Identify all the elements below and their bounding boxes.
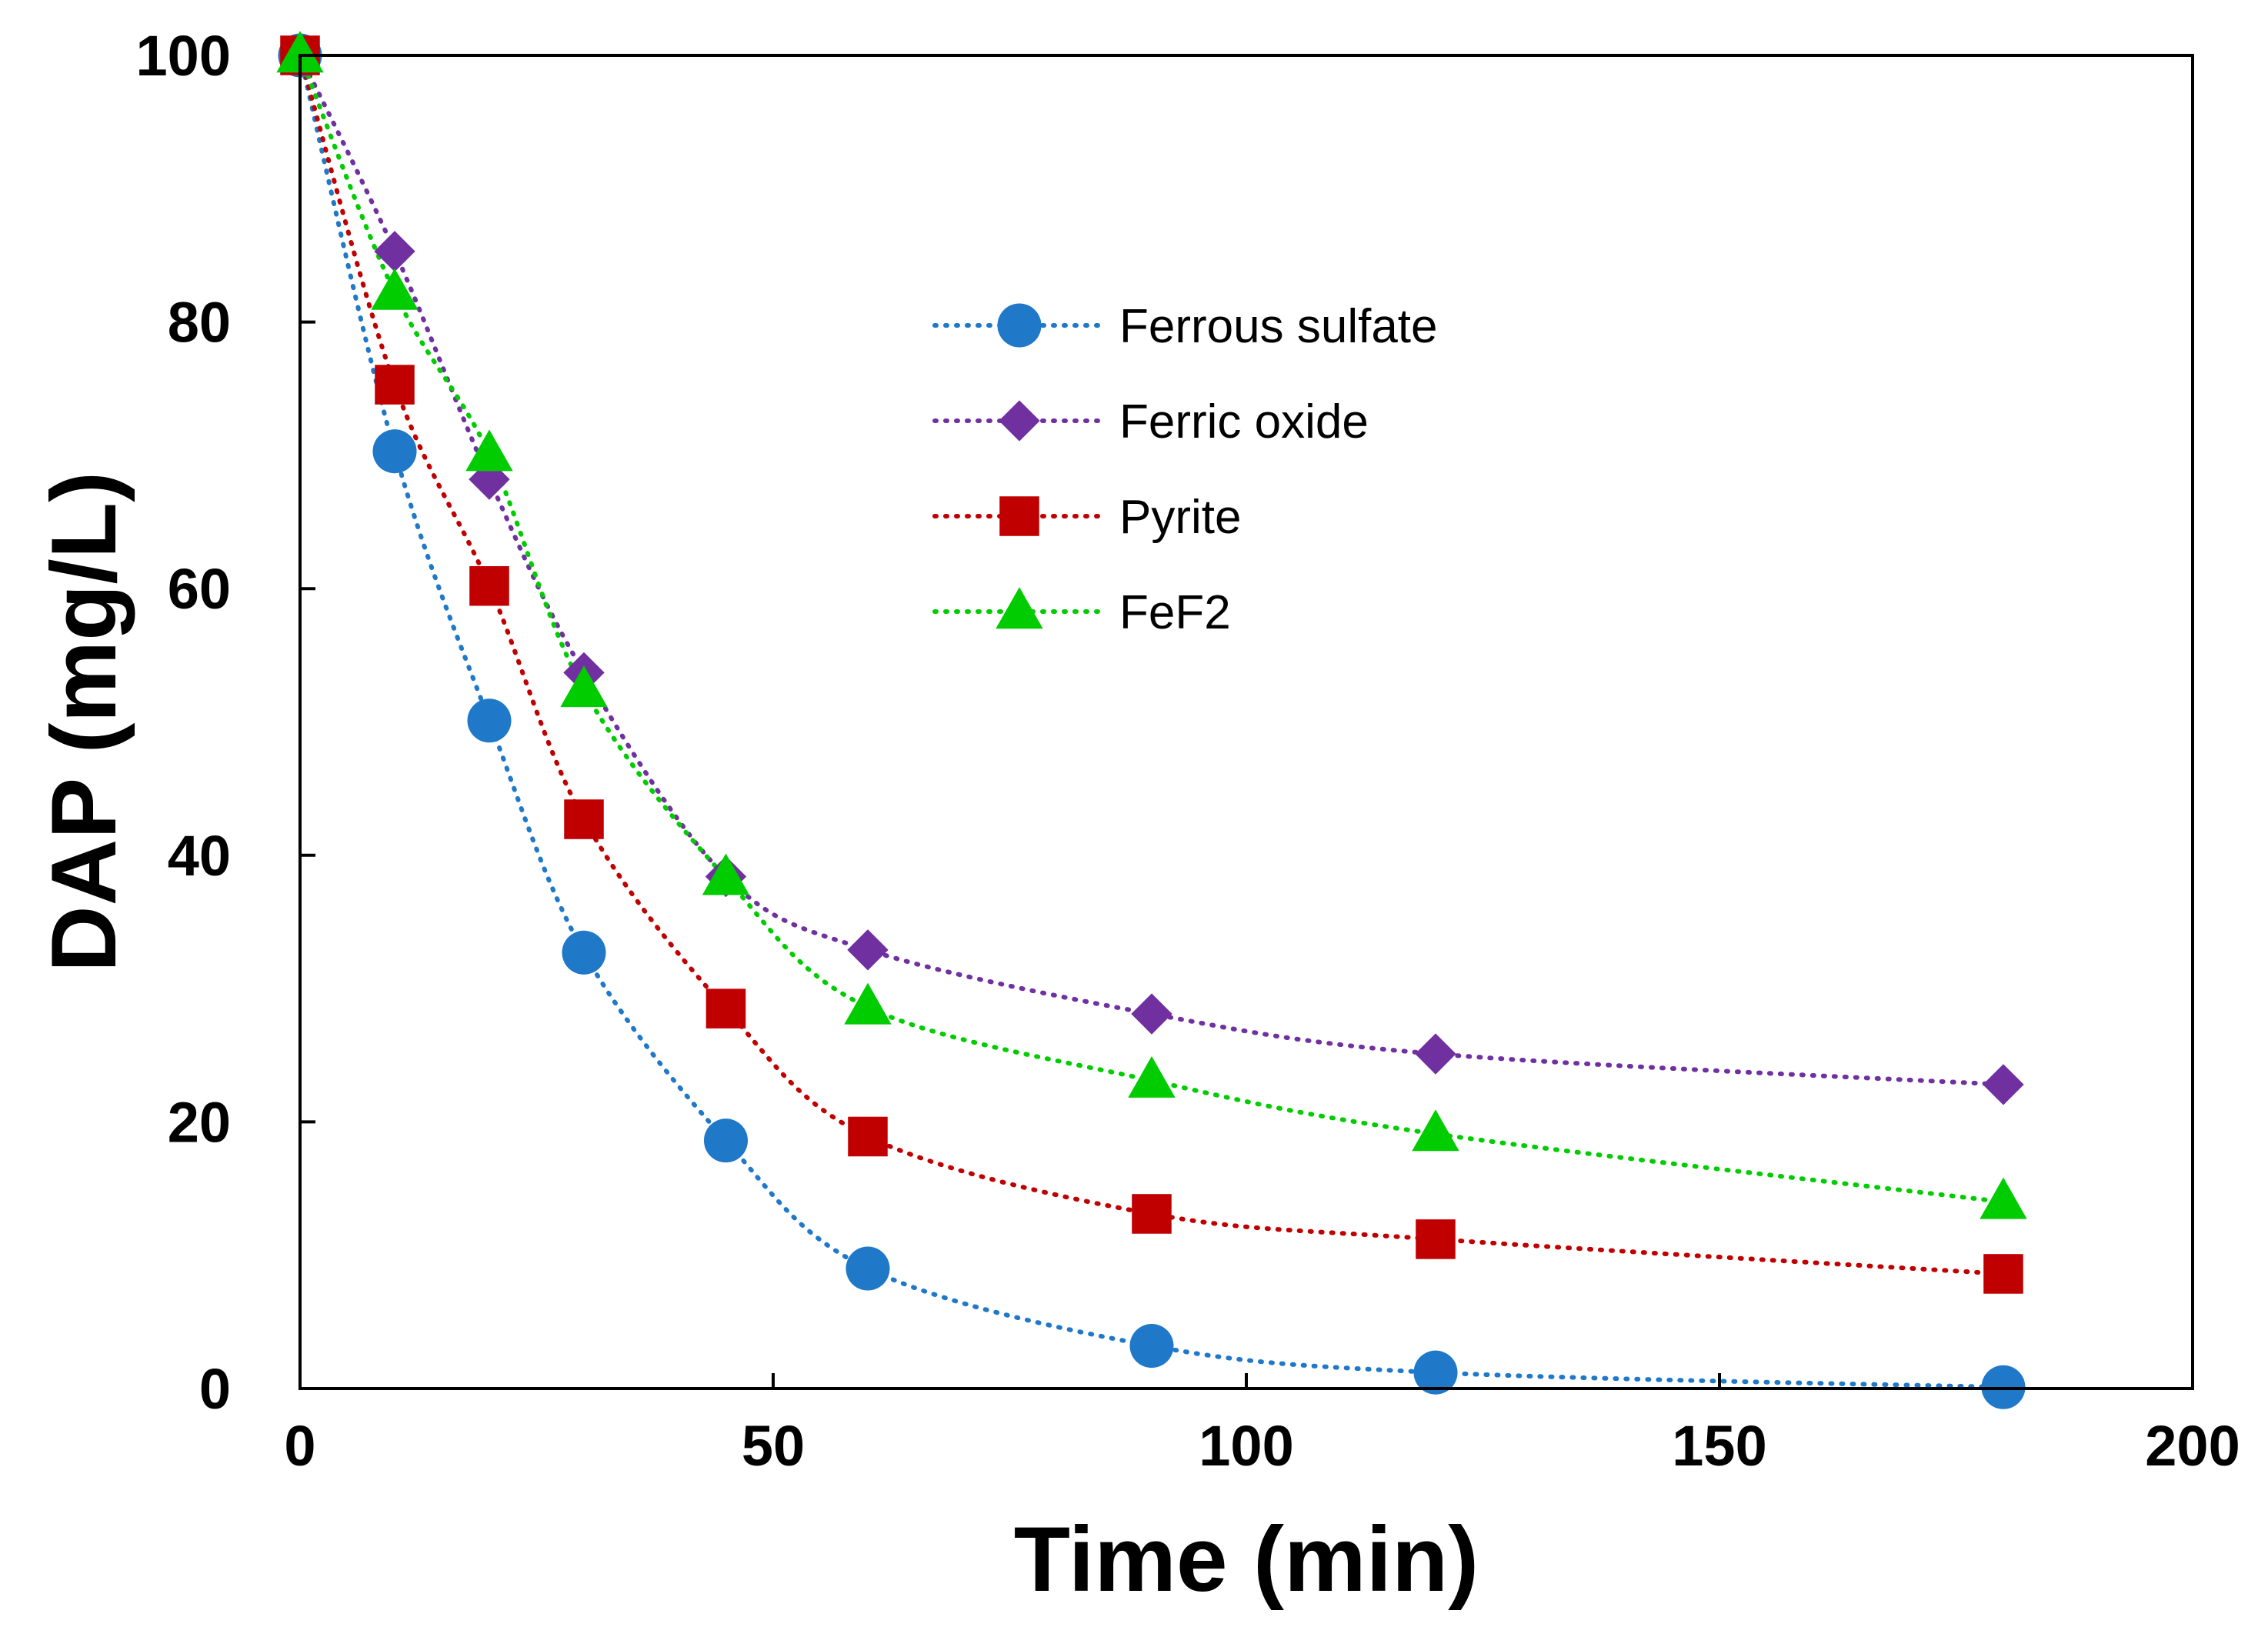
x-tick-labels: 0 50 100 150 200 bbox=[284, 1414, 2240, 1478]
series-markers-ferrous-sulfate bbox=[278, 33, 2026, 1409]
data-point-ferrous-sulfate bbox=[703, 1119, 749, 1163]
legend-item-pyrite: Pyrite bbox=[932, 491, 1241, 544]
data-point-pyrite bbox=[1416, 1219, 1456, 1259]
data-point-pyrite bbox=[564, 799, 604, 839]
x-axis-title: Time (min) bbox=[1014, 1508, 1479, 1611]
data-point-ferric-oxide bbox=[1415, 1033, 1456, 1075]
series-markers bbox=[276, 31, 2027, 1409]
data-point-fef2 bbox=[371, 268, 419, 310]
x-tick-label: 0 bbox=[284, 1414, 315, 1478]
y-axis-title: DAP (mg/L) bbox=[32, 472, 135, 972]
legend-label-fef2: FeF2 bbox=[1119, 586, 1231, 639]
data-point-ferrous-sulfate bbox=[845, 1246, 890, 1291]
data-point-fef2 bbox=[560, 665, 608, 708]
data-point-ferrous-sulfate bbox=[562, 930, 606, 975]
legend-marker-pyrite bbox=[999, 496, 1039, 536]
y-tick-label: 100 bbox=[136, 24, 231, 88]
x-tick-label: 200 bbox=[2145, 1414, 2240, 1478]
plot-area-frame bbox=[299, 54, 2194, 1390]
legend-item-ferric-oxide: Ferric oxide bbox=[932, 395, 1369, 448]
data-point-pyrite bbox=[848, 1116, 888, 1157]
y-tick-label: 80 bbox=[168, 291, 231, 355]
data-point-fef2 bbox=[702, 853, 750, 895]
legend-label-ferrous-sulfate: Ferrous sulfate bbox=[1119, 300, 1438, 353]
data-point-pyrite bbox=[1132, 1194, 1172, 1234]
legend-label-pyrite: Pyrite bbox=[1119, 491, 1241, 544]
data-point-ferric-oxide bbox=[847, 929, 889, 971]
x-tick-label: 150 bbox=[1672, 1414, 1766, 1478]
series-line-ferric-oxide bbox=[298, 53, 2006, 1087]
data-point-fef2 bbox=[1128, 1055, 1176, 1098]
series-markers-ferric-oxide bbox=[279, 35, 2024, 1105]
data-point-ferrous-sulfate bbox=[1129, 1324, 1174, 1369]
legend-label-ferric-oxide: Ferric oxide bbox=[1119, 395, 1369, 448]
series-markers-fef2 bbox=[276, 31, 2027, 1219]
data-point-fef2 bbox=[1979, 1177, 2027, 1219]
data-point-ferric-oxide bbox=[1983, 1064, 2024, 1105]
x-tick-label: 50 bbox=[742, 1414, 805, 1478]
data-point-fef2 bbox=[276, 31, 324, 73]
y-tick-label: 60 bbox=[168, 557, 231, 621]
legend-marker-ferric-oxide bbox=[999, 400, 1040, 442]
data-point-fef2 bbox=[844, 982, 892, 1025]
y-tick-label: 0 bbox=[199, 1357, 231, 1421]
data-point-ferrous-sulfate bbox=[1413, 1350, 1458, 1395]
data-point-pyrite bbox=[375, 365, 415, 405]
data-point-pyrite bbox=[469, 565, 509, 606]
series-lines bbox=[298, 53, 2006, 1390]
data-point-ferrous-sulfate bbox=[467, 698, 512, 743]
legend-marker-fef2 bbox=[996, 587, 1043, 629]
data-point-fef2 bbox=[465, 429, 513, 472]
data-point-ferric-oxide bbox=[1131, 993, 1172, 1035]
legend: Ferrous sulfate Ferric oxide Pyrite FeF2 bbox=[932, 300, 1438, 639]
x-tick-label: 100 bbox=[1199, 1414, 1293, 1478]
data-point-pyrite bbox=[1983, 1254, 2023, 1294]
data-point-pyrite bbox=[705, 989, 746, 1029]
legend-item-ferrous-sulfate: Ferrous sulfate bbox=[932, 300, 1438, 353]
data-point-ferric-oxide bbox=[374, 231, 415, 272]
legend-marker-ferrous-sulfate bbox=[997, 303, 1042, 348]
axis-ticks bbox=[299, 54, 2194, 1390]
y-tick-label: 40 bbox=[168, 824, 231, 888]
y-tick-label: 20 bbox=[168, 1090, 231, 1154]
legend-item-fef2: FeF2 bbox=[932, 586, 1231, 639]
y-tick-labels: 0 20 40 60 80 100 bbox=[136, 24, 231, 1421]
data-point-fef2 bbox=[1412, 1109, 1459, 1152]
data-point-ferrous-sulfate bbox=[372, 429, 417, 474]
series-line-ferrous-sulfate bbox=[298, 53, 2006, 1390]
series-line-pyrite bbox=[298, 53, 2006, 1276]
series-markers-pyrite bbox=[280, 35, 2023, 1294]
